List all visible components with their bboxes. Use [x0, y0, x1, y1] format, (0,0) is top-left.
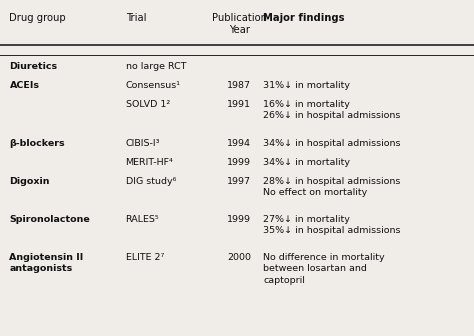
Text: 31%↓ in mortality: 31%↓ in mortality [263, 81, 350, 90]
Text: Diuretics: Diuretics [9, 62, 58, 71]
Text: 27%↓ in mortality
35%↓ in hospital admissions: 27%↓ in mortality 35%↓ in hospital admis… [263, 215, 401, 235]
Text: Angiotensin II
antagonists: Angiotensin II antagonists [9, 253, 84, 274]
Text: ACEIs: ACEIs [9, 81, 39, 90]
Text: 1999: 1999 [228, 158, 251, 167]
Text: ELITE 2⁷: ELITE 2⁷ [126, 253, 164, 262]
Text: 34%↓ in mortality: 34%↓ in mortality [263, 158, 350, 167]
Text: 2000: 2000 [228, 253, 251, 262]
Text: Spironolactone: Spironolactone [9, 215, 90, 224]
Text: MERIT-HF⁴: MERIT-HF⁴ [126, 158, 173, 167]
Text: 16%↓ in mortality
26%↓ in hospital admissions: 16%↓ in mortality 26%↓ in hospital admis… [263, 100, 401, 121]
Text: Publication
Year: Publication Year [212, 13, 267, 35]
Text: 1991: 1991 [228, 100, 251, 109]
Text: 28%↓ in hospital admissions
No effect on mortality: 28%↓ in hospital admissions No effect on… [263, 177, 401, 197]
Text: 1987: 1987 [228, 81, 251, 90]
Text: Trial: Trial [126, 13, 146, 24]
Text: Drug group: Drug group [9, 13, 66, 24]
Text: 1994: 1994 [228, 138, 251, 148]
Text: RALES⁵: RALES⁵ [126, 215, 159, 224]
Text: 1997: 1997 [228, 177, 251, 186]
Text: CIBIS-I³: CIBIS-I³ [126, 138, 160, 148]
Text: No difference in mortality
between losartan and
captopril: No difference in mortality between losar… [263, 253, 385, 285]
Text: Major findings: Major findings [263, 13, 345, 24]
Text: no large RCT: no large RCT [126, 62, 186, 71]
Text: Digoxin: Digoxin [9, 177, 50, 186]
Text: 1999: 1999 [228, 215, 251, 224]
Text: 34%↓ in hospital admissions: 34%↓ in hospital admissions [263, 138, 401, 148]
Text: DIG study⁶: DIG study⁶ [126, 177, 176, 186]
Text: SOLVD 1²: SOLVD 1² [126, 100, 170, 109]
Text: Consensus¹: Consensus¹ [126, 81, 181, 90]
Text: β-blockers: β-blockers [9, 138, 65, 148]
